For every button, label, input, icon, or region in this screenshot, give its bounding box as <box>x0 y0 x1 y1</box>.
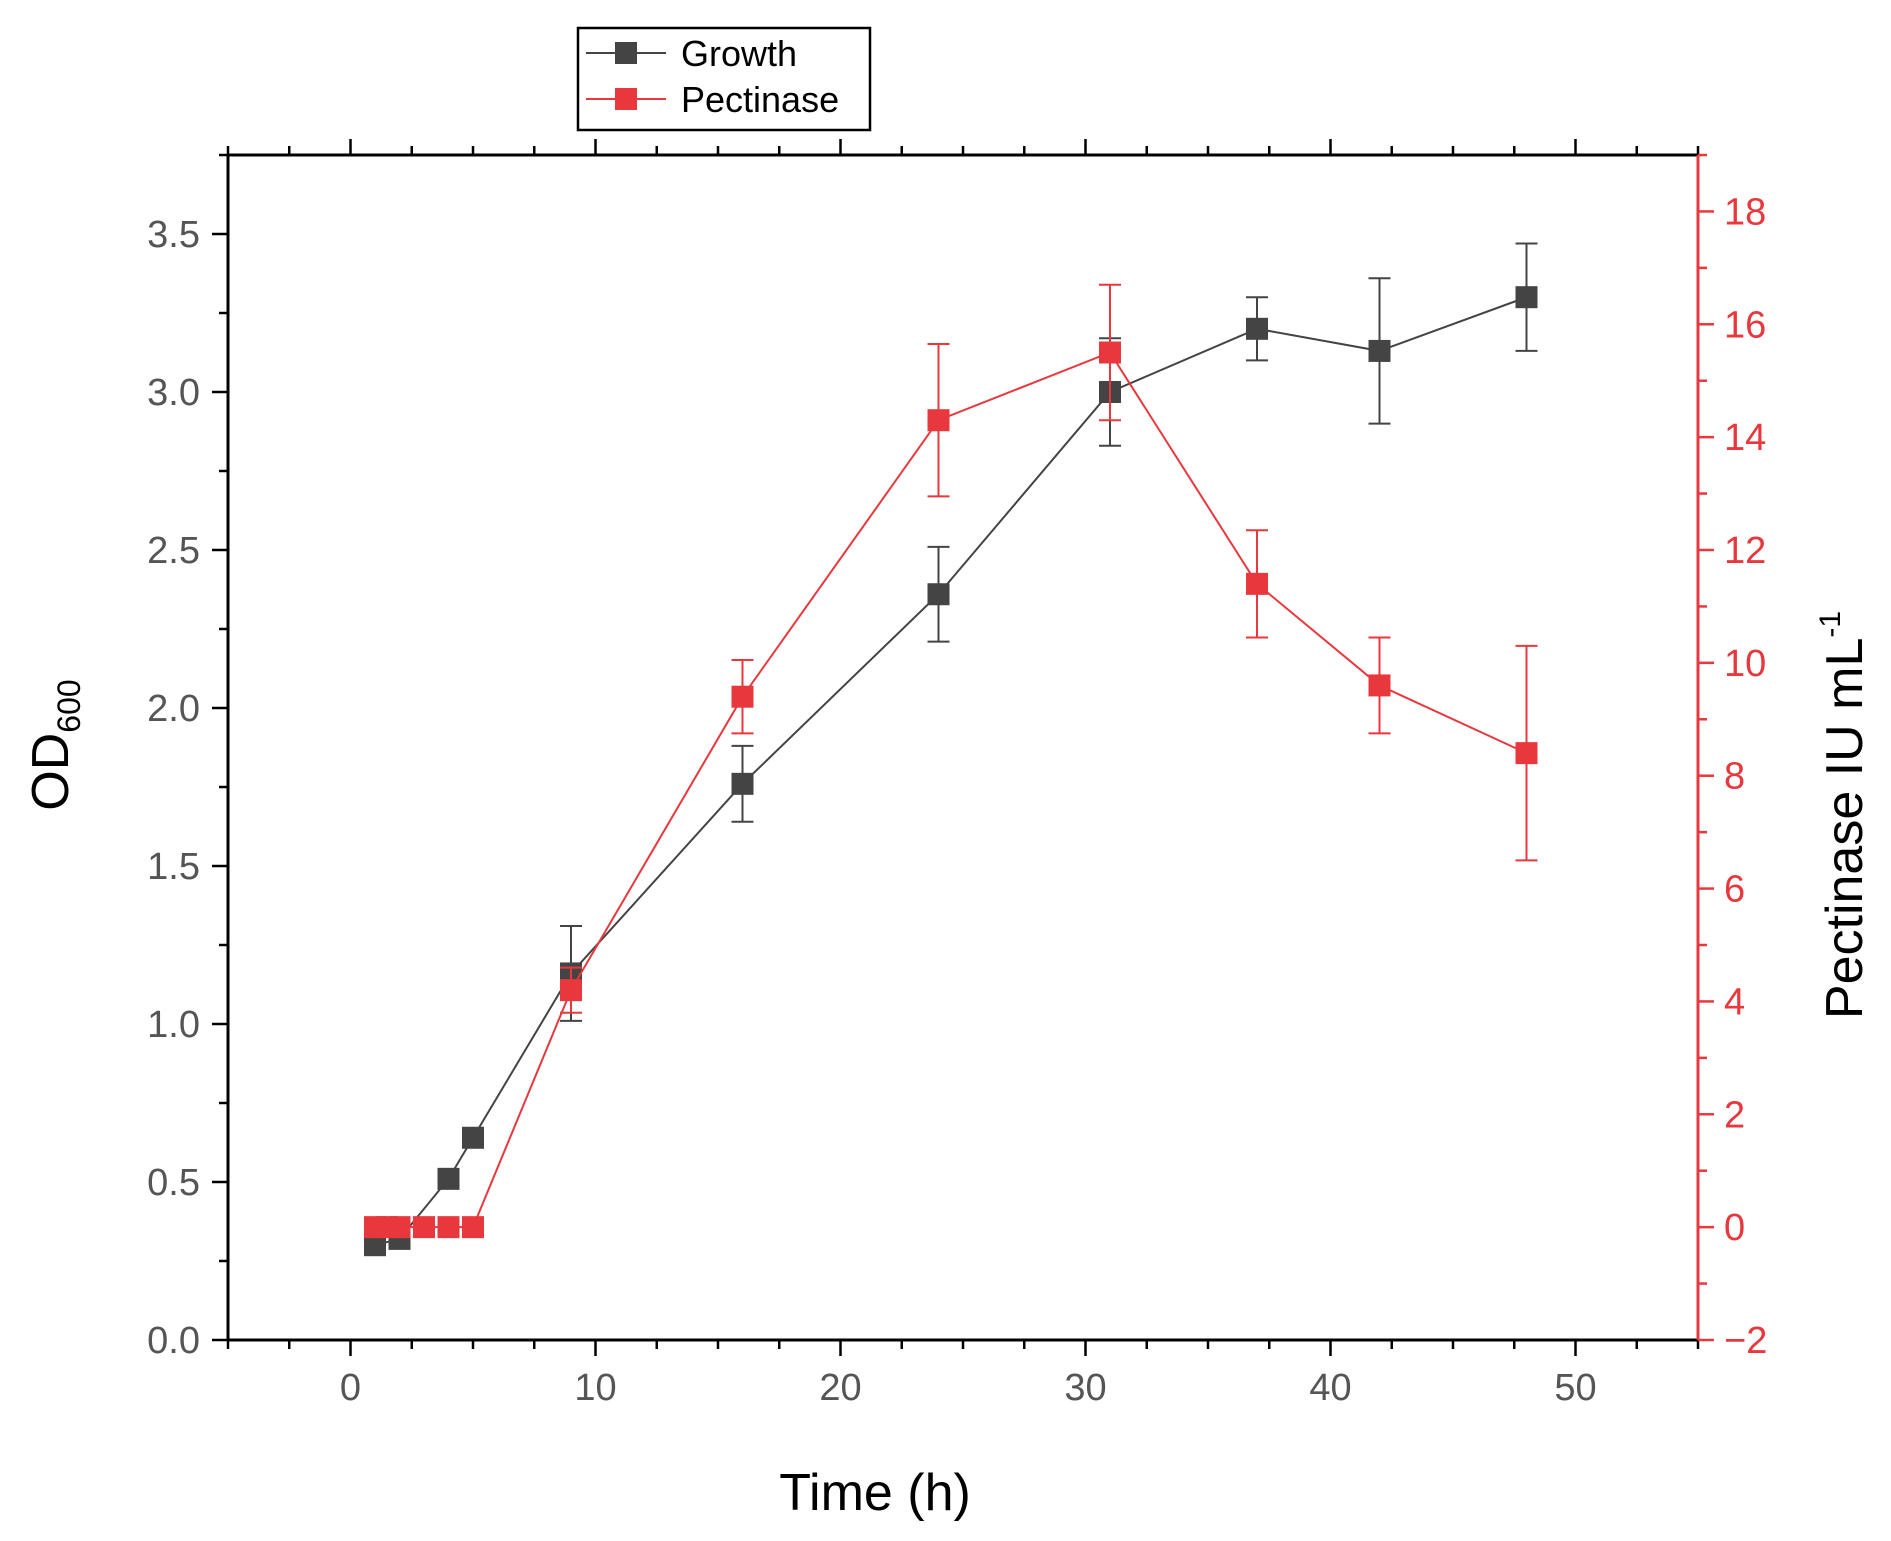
legend: Growth Pectinase <box>576 26 872 132</box>
plot-frame <box>226 153 1700 1342</box>
y-left-tick-label: 1.0 <box>147 1004 200 1046</box>
x-tick-label: 40 <box>1309 1367 1351 1409</box>
pectinase-marker <box>462 1216 484 1239</box>
y-axis-left: 0.0 0.5 1.0 1.5 2.0 2.5 3.0 3.5 <box>147 153 228 1362</box>
y-axis-left-title: OD600 <box>22 679 87 810</box>
pectinase-marker <box>927 409 950 432</box>
growth-line <box>374 296 1527 1247</box>
legend-label-pectinase: Pectinase <box>681 79 839 120</box>
growth-marker <box>927 583 950 606</box>
legend-marker-pectinase <box>615 88 637 110</box>
y-right-tick-label: 10 <box>1724 643 1766 685</box>
y-left-tick-label: 3.0 <box>147 372 200 414</box>
growth-marker <box>462 1126 484 1149</box>
y-left-tick-label: 0.5 <box>147 1162 200 1204</box>
y-right-tick-label: 14 <box>1724 417 1766 459</box>
growth-marker <box>1515 286 1538 309</box>
x-tick-label: 0 <box>340 1367 361 1409</box>
y-right-tick-label: 0 <box>1724 1207 1745 1249</box>
growth-marker <box>1246 317 1268 340</box>
pectinase-marker <box>413 1216 435 1239</box>
pectinase-marker <box>1099 341 1121 364</box>
growth-marker <box>1368 339 1391 362</box>
growth-marker <box>437 1167 460 1190</box>
pectinase-marker <box>388 1216 411 1239</box>
y-left-tick-label: 1.5 <box>147 846 200 888</box>
y-axis-left-title-subscript: 600 <box>51 679 87 732</box>
x-axis: 0 10 20 30 40 50 <box>226 139 1700 1409</box>
y-right-tick-label: 6 <box>1724 869 1745 911</box>
y-right-tick-label: 16 <box>1724 304 1766 346</box>
y-right-tick-label: 4 <box>1724 981 1745 1023</box>
y-axis-right-title-base: Pectinase IU mL <box>1816 638 1874 1020</box>
y-axis-left-title-base: OD <box>22 733 80 811</box>
pectinase-marker <box>560 979 582 1002</box>
y-axis-right-title-superscript: -1 <box>1814 611 1847 638</box>
x-tick-label: 30 <box>1064 1367 1106 1409</box>
x-tick-label: 20 <box>819 1367 861 1409</box>
growth-marker <box>731 772 754 795</box>
y-left-tick-label: 2.0 <box>147 688 200 730</box>
x-axis-title: Time (h) <box>779 1464 971 1522</box>
pectinase-marker <box>731 685 754 708</box>
x-tick-label: 10 <box>574 1367 616 1409</box>
y-axis-right: −2 0 2 4 6 8 10 12 14 16 18 <box>1698 153 1767 1362</box>
x-tick-label: 50 <box>1554 1367 1596 1409</box>
pectinase-marker <box>1515 742 1538 765</box>
y-right-tick-label: 8 <box>1724 756 1745 798</box>
legend-label-growth: Growth <box>681 33 797 74</box>
pectinase-marker <box>1246 572 1268 595</box>
pectinase-line <box>375 351 1527 1229</box>
y-axis-right-title: Pectinase IU mL-1 <box>1814 611 1874 1019</box>
pectinase-marker <box>1368 674 1391 697</box>
y-right-tick-label: 12 <box>1724 530 1766 572</box>
y-right-tick-label: 2 <box>1724 1094 1745 1136</box>
growth-marker <box>364 1234 386 1257</box>
y-right-tick-label: 18 <box>1724 191 1766 233</box>
y-left-tick-label: 0.0 <box>147 1320 200 1362</box>
series-layer <box>364 242 1538 1257</box>
legend-marker-growth <box>615 42 637 64</box>
y-right-tick-label: −2 <box>1724 1320 1767 1362</box>
pectinase-marker <box>437 1216 460 1239</box>
y-left-tick-label: 2.5 <box>147 530 200 572</box>
y-left-tick-label: 3.5 <box>147 214 200 256</box>
